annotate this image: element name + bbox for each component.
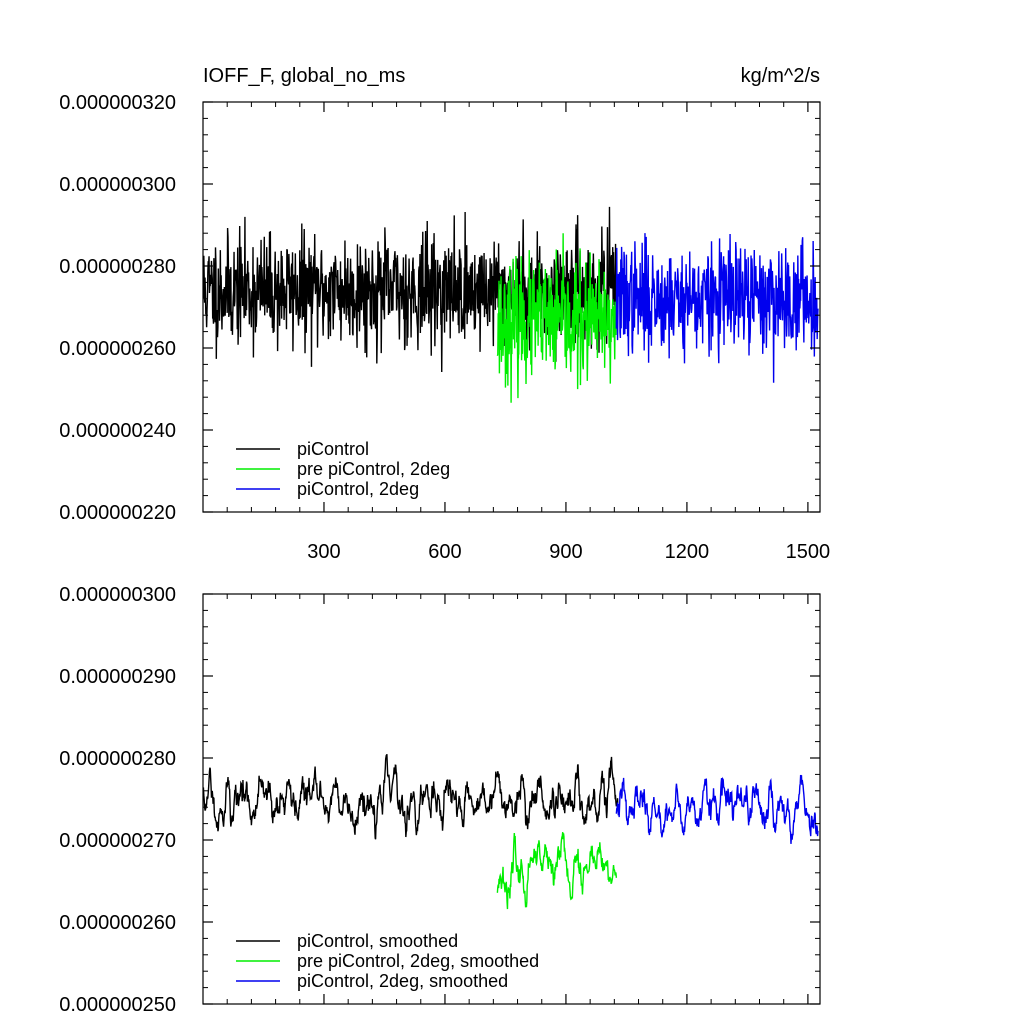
panel-bottom-chart: 0.000000250 0.000000260 0.000000270 0.00000… [59,584,821,1016]
y-tick-label: 0.000000260 [59,912,176,934]
y-tick-label: 0.000000260 [59,338,176,360]
units-label: kg/m^2/s [741,65,820,87]
bottom-series-group [202,754,819,910]
legend-label: pre piControl, 2deg, smoothed [297,951,539,971]
y-tick-label: 0.000000300 [59,174,176,196]
x-tick-label: 1500 [786,541,831,563]
series-line-bottom-0 [202,754,619,840]
series-line-bottom-2 [615,774,819,844]
bottom-axes: 0.000000250 0.000000260 0.000000270 0.00000… [59,584,821,1016]
chart-title: IOFF_F, global_no_ms [203,65,405,87]
top-series-group [202,206,819,403]
top-axes: 0.000000220 0.000000240 0.000000260 0.00000… [59,92,830,563]
plot-frame [202,593,821,1005]
y-tick-label: 0.000000290 [59,666,176,688]
y-tick-label: 0.000000250 [59,994,176,1016]
x-tick-label: 1200 [665,541,710,563]
legend-label: piControl, smoothed [297,931,458,951]
y-tick-label: 0.000000280 [59,256,176,278]
series-line-bottom-1 [496,832,618,910]
y-tick-label: 0.000000270 [59,830,176,852]
y-tick-label: 0.000000280 [59,748,176,770]
x-tick-label: 300 [307,541,340,563]
series-line-top-2 [615,233,819,383]
x-tick-label: 900 [549,541,582,563]
y-tick-label: 0.000000220 [59,502,176,524]
y-tick-label: 0.000000300 [59,584,176,606]
legend-label: pre piControl, 2deg [297,459,450,479]
legend-label: piControl, 2deg [297,479,419,499]
series-line-top-1 [496,233,618,403]
legend-label: piControl [297,439,369,459]
x-tick-label: 600 [428,541,461,563]
panel-top-chart: IOFF_F, global_no_ms kg/m^2/s 0.00000022… [59,65,830,563]
y-tick-label: 0.000000240 [59,420,176,442]
legend-label: piControl, 2deg, smoothed [297,971,508,991]
y-tick-label: 0.000000320 [59,92,176,114]
plot-frame [202,101,821,513]
